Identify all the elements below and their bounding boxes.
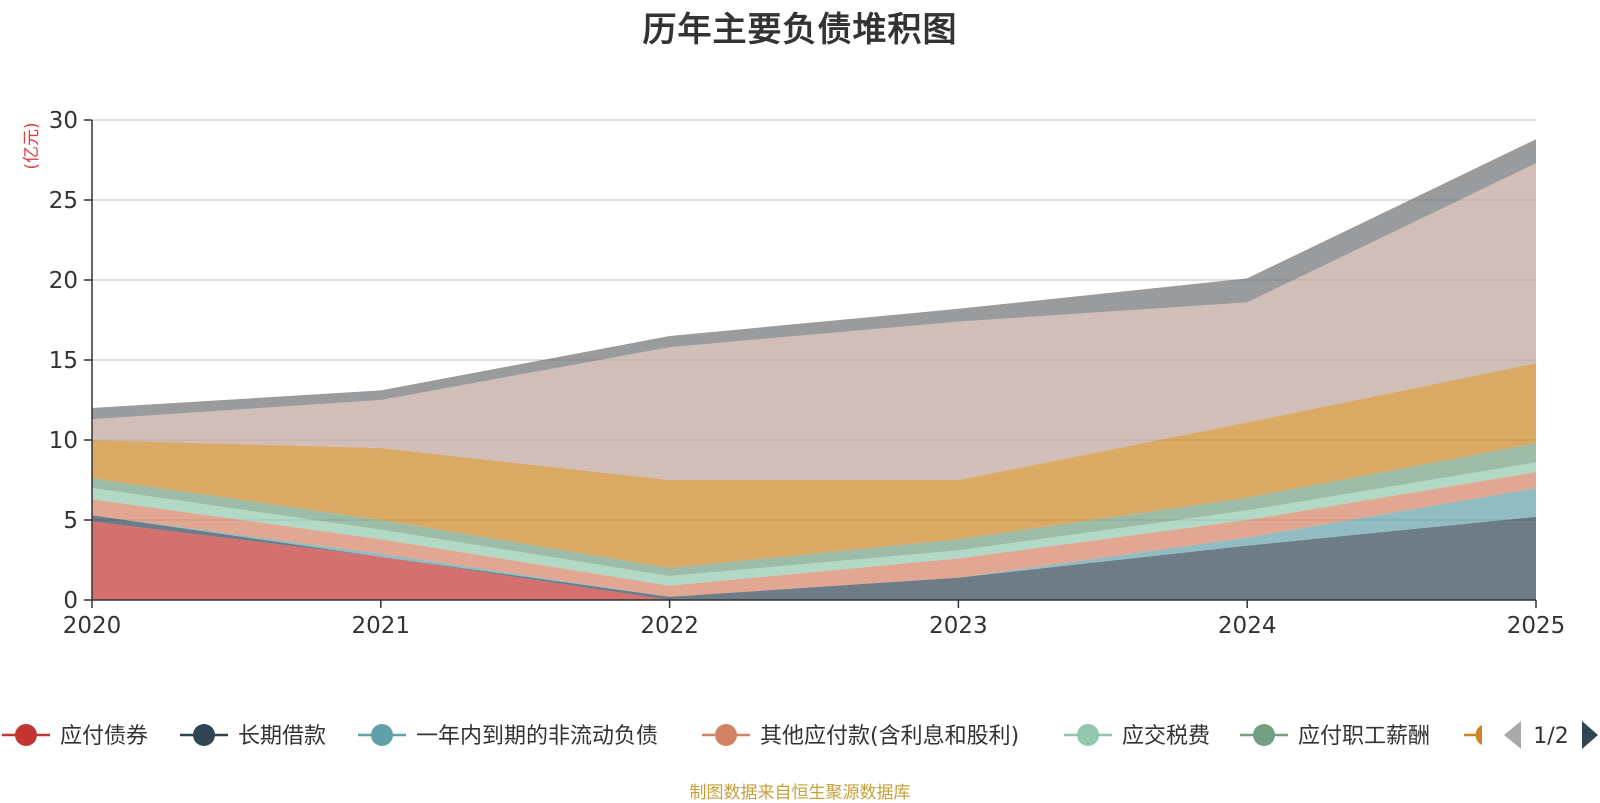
- legend-item[interactable]: 应付职工薪酬: [1240, 724, 1430, 749]
- legend-label: 长期借款: [238, 724, 326, 749]
- legend-page-indicator: 1/2: [1533, 724, 1568, 749]
- y-tick-label: 5: [63, 508, 78, 534]
- area-短期借款: [92, 139, 1536, 420]
- legend-item[interactable]: 其他应付款(含利息和股利): [702, 724, 1019, 749]
- legend-marker-icon: [371, 724, 393, 746]
- chart-title: 历年主要负债堆积图: [642, 10, 958, 50]
- y-tick-label: 0: [63, 588, 78, 614]
- legend-marker-icon: [1475, 725, 1482, 745]
- x-tick-label: 2022: [640, 613, 699, 639]
- y-tick-label: 25: [49, 188, 78, 214]
- legend-marker-icon: [715, 724, 737, 746]
- area-series: [92, 139, 1536, 600]
- legend-item[interactable]: 应交税费: [1064, 724, 1210, 749]
- area-其他应付款(含利息和股利): [92, 472, 1536, 597]
- legend-item[interactable]: 应付债券: [2, 724, 148, 749]
- legend-marker-icon: [193, 724, 215, 746]
- area-应付职工薪酬: [92, 443, 1536, 576]
- x-tick-label: 2021: [352, 613, 411, 639]
- area-应付账款: [92, 363, 1536, 568]
- legend-label: 应交税费: [1122, 724, 1210, 749]
- legend-next-page-icon[interactable]: [1582, 721, 1598, 749]
- x-tick-label: 2025: [1507, 613, 1566, 639]
- x-tick-label: 2024: [1218, 613, 1277, 639]
- legend-item[interactable]: 长期借款: [180, 724, 326, 749]
- legend-label: 应付债券: [60, 724, 148, 749]
- y-tick-label: 15: [49, 348, 78, 374]
- y-tick-label: 10: [49, 428, 78, 454]
- legend-item[interactable]: 一年内到期的非流动负债: [358, 724, 658, 749]
- y-axis-unit-label: (亿元): [22, 122, 42, 169]
- area-一年内到期的非流动负债: [92, 488, 1536, 597]
- x-tick-label: 2020: [63, 613, 122, 639]
- legend-marker-icon: [15, 724, 37, 746]
- legend-label: 其他应付款(含利息和股利): [760, 724, 1019, 749]
- legend-label: 应付职工薪酬: [1298, 724, 1430, 749]
- x-tick-label: 2023: [929, 613, 988, 639]
- legend-marker-icon: [1077, 724, 1099, 746]
- legend-label: 一年内到期的非流动负债: [416, 724, 658, 749]
- y-tick-label: 30: [49, 108, 78, 134]
- legend-marker-icon: [1253, 724, 1275, 746]
- source-note: 制图数据来自恒生聚源数据库: [689, 783, 911, 803]
- legend-prev-page-icon[interactable]: [1504, 721, 1521, 749]
- legend-item-truncated[interactable]: [1464, 725, 1482, 745]
- area-应付债券: [92, 521, 1536, 600]
- y-tick-label: 20: [49, 268, 78, 294]
- area-长期借款: [92, 515, 1536, 600]
- area-合同负债: [92, 163, 1536, 480]
- legend: 应付债券 长期借款 一年内到期的非流动负债 其他应付款(含利息和股利) 应交税费 应付职工…: [2, 721, 1598, 749]
